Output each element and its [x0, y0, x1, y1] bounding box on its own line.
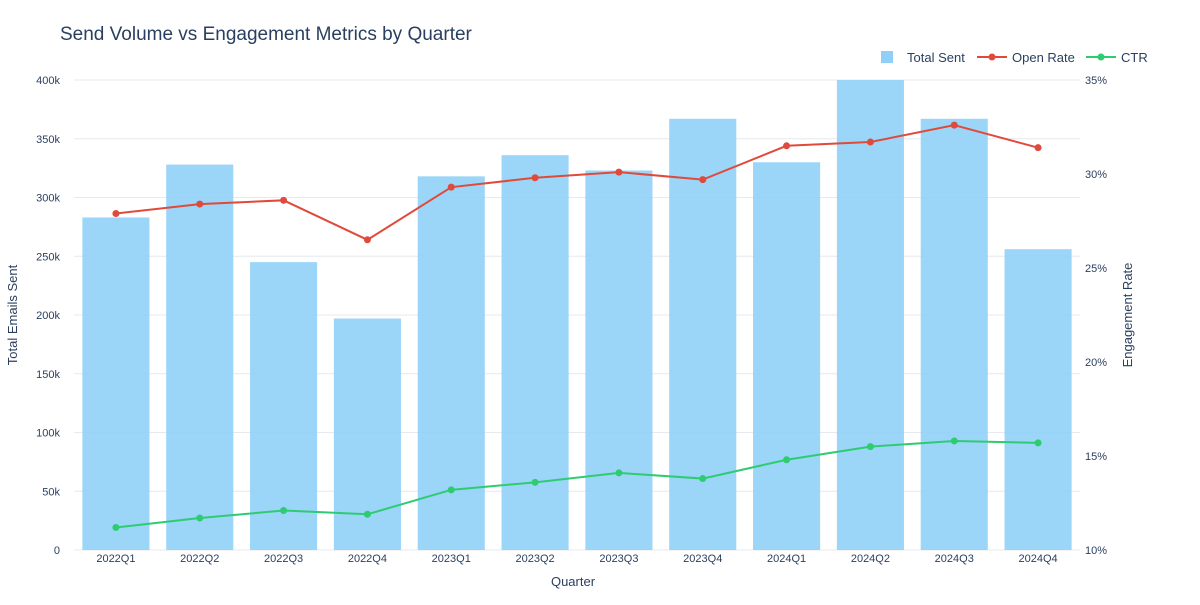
left-axis-title: Total Emails Sent [5, 264, 20, 365]
data-point [615, 469, 623, 477]
bar [836, 80, 904, 550]
data-point [950, 121, 958, 129]
data-point [196, 200, 204, 208]
x-tick-label: 2024Q2 [851, 553, 890, 565]
bar [250, 262, 318, 550]
x-tick-label: 2024Q1 [767, 553, 806, 565]
left-tick-label: 250k [36, 251, 60, 263]
right-tick-label: 10% [1085, 545, 1107, 557]
bar [82, 217, 150, 550]
left-tick-label: 350k [36, 134, 60, 146]
bar [1004, 249, 1072, 550]
data-point [280, 196, 288, 204]
data-point [363, 510, 371, 518]
data-point [783, 142, 791, 150]
series-line-ctr [115, 439, 1039, 529]
data-point [699, 475, 707, 483]
x-axis-ticks: 2022Q1 2022Q2 2022Q3 2022Q4 2023Q1 2023Q2 2023… [96, 553, 1057, 565]
bar [920, 118, 988, 551]
legend: Total Sent Open Rate CTR [881, 50, 1148, 65]
data-point [280, 507, 288, 515]
bar [585, 170, 653, 550]
left-tick-label: 400k [36, 75, 60, 87]
data-point [866, 138, 874, 146]
right-tick-label: 25% [1085, 263, 1107, 275]
left-tick-label: 200k [36, 310, 60, 322]
legend-label: CTR [1121, 50, 1148, 65]
x-tick-label: 2023Q1 [432, 553, 471, 565]
data-point [615, 168, 623, 176]
data-point [531, 174, 539, 182]
bar [417, 176, 485, 550]
data-point [112, 209, 120, 217]
x-tick-label: 2022Q3 [264, 553, 303, 565]
x-tick-label: 2023Q4 [683, 553, 722, 565]
data-point [950, 437, 958, 445]
left-tick-label: 0 [54, 545, 60, 557]
grid-lines [74, 79, 1080, 551]
data-point [531, 478, 539, 486]
x-axis-title: Quarter [551, 574, 596, 589]
right-tick-label: 15% [1085, 451, 1107, 463]
data-point [447, 183, 455, 191]
legend-swatch-marker [988, 53, 996, 61]
x-tick-label: 2023Q2 [516, 553, 555, 565]
bar [753, 162, 821, 550]
x-tick-label: 2023Q3 [599, 553, 638, 565]
legend-label: Total Sent [907, 50, 965, 65]
bar [166, 164, 234, 550]
data-point [112, 523, 120, 531]
data-point [1034, 439, 1042, 447]
right-tick-label: 35% [1085, 75, 1107, 87]
legend-swatch-marker [1097, 53, 1105, 61]
bar [501, 155, 569, 550]
x-tick-label: 2022Q2 [180, 553, 219, 565]
right-tick-label: 30% [1085, 169, 1107, 181]
data-point [363, 236, 371, 244]
left-tick-label: 50k [42, 486, 60, 498]
legend-label: Open Rate [1012, 50, 1075, 65]
data-point [699, 176, 707, 184]
line-series [112, 121, 1042, 531]
data-point [447, 486, 455, 494]
data-point [196, 514, 204, 522]
left-tick-label: 300k [36, 193, 60, 205]
data-point [866, 443, 874, 451]
x-tick-label: 2022Q4 [348, 553, 387, 565]
legend-swatch-bar [881, 51, 893, 63]
series-line-open-rate [115, 124, 1039, 241]
left-axis-ticks: 0 50k 100k 150k 200k 250k 300k 350k 400k [36, 75, 60, 557]
left-tick-label: 100k [36, 428, 60, 440]
data-point [783, 456, 791, 464]
left-tick-label: 150k [36, 369, 60, 381]
data-point [1034, 144, 1042, 152]
x-tick-label: 2024Q3 [935, 553, 974, 565]
chart-title: Send Volume vs Engagement Metrics by Qua… [60, 24, 473, 45]
right-tick-label: 20% [1085, 357, 1107, 369]
x-tick-label: 2024Q4 [1019, 553, 1058, 565]
x-tick-label: 2022Q1 [96, 553, 135, 565]
right-axis-ticks: 10% 15% 20% 25% 30% 35% [1085, 75, 1107, 557]
right-axis-title: Engagement Rate [1120, 263, 1135, 368]
bar [669, 118, 737, 551]
